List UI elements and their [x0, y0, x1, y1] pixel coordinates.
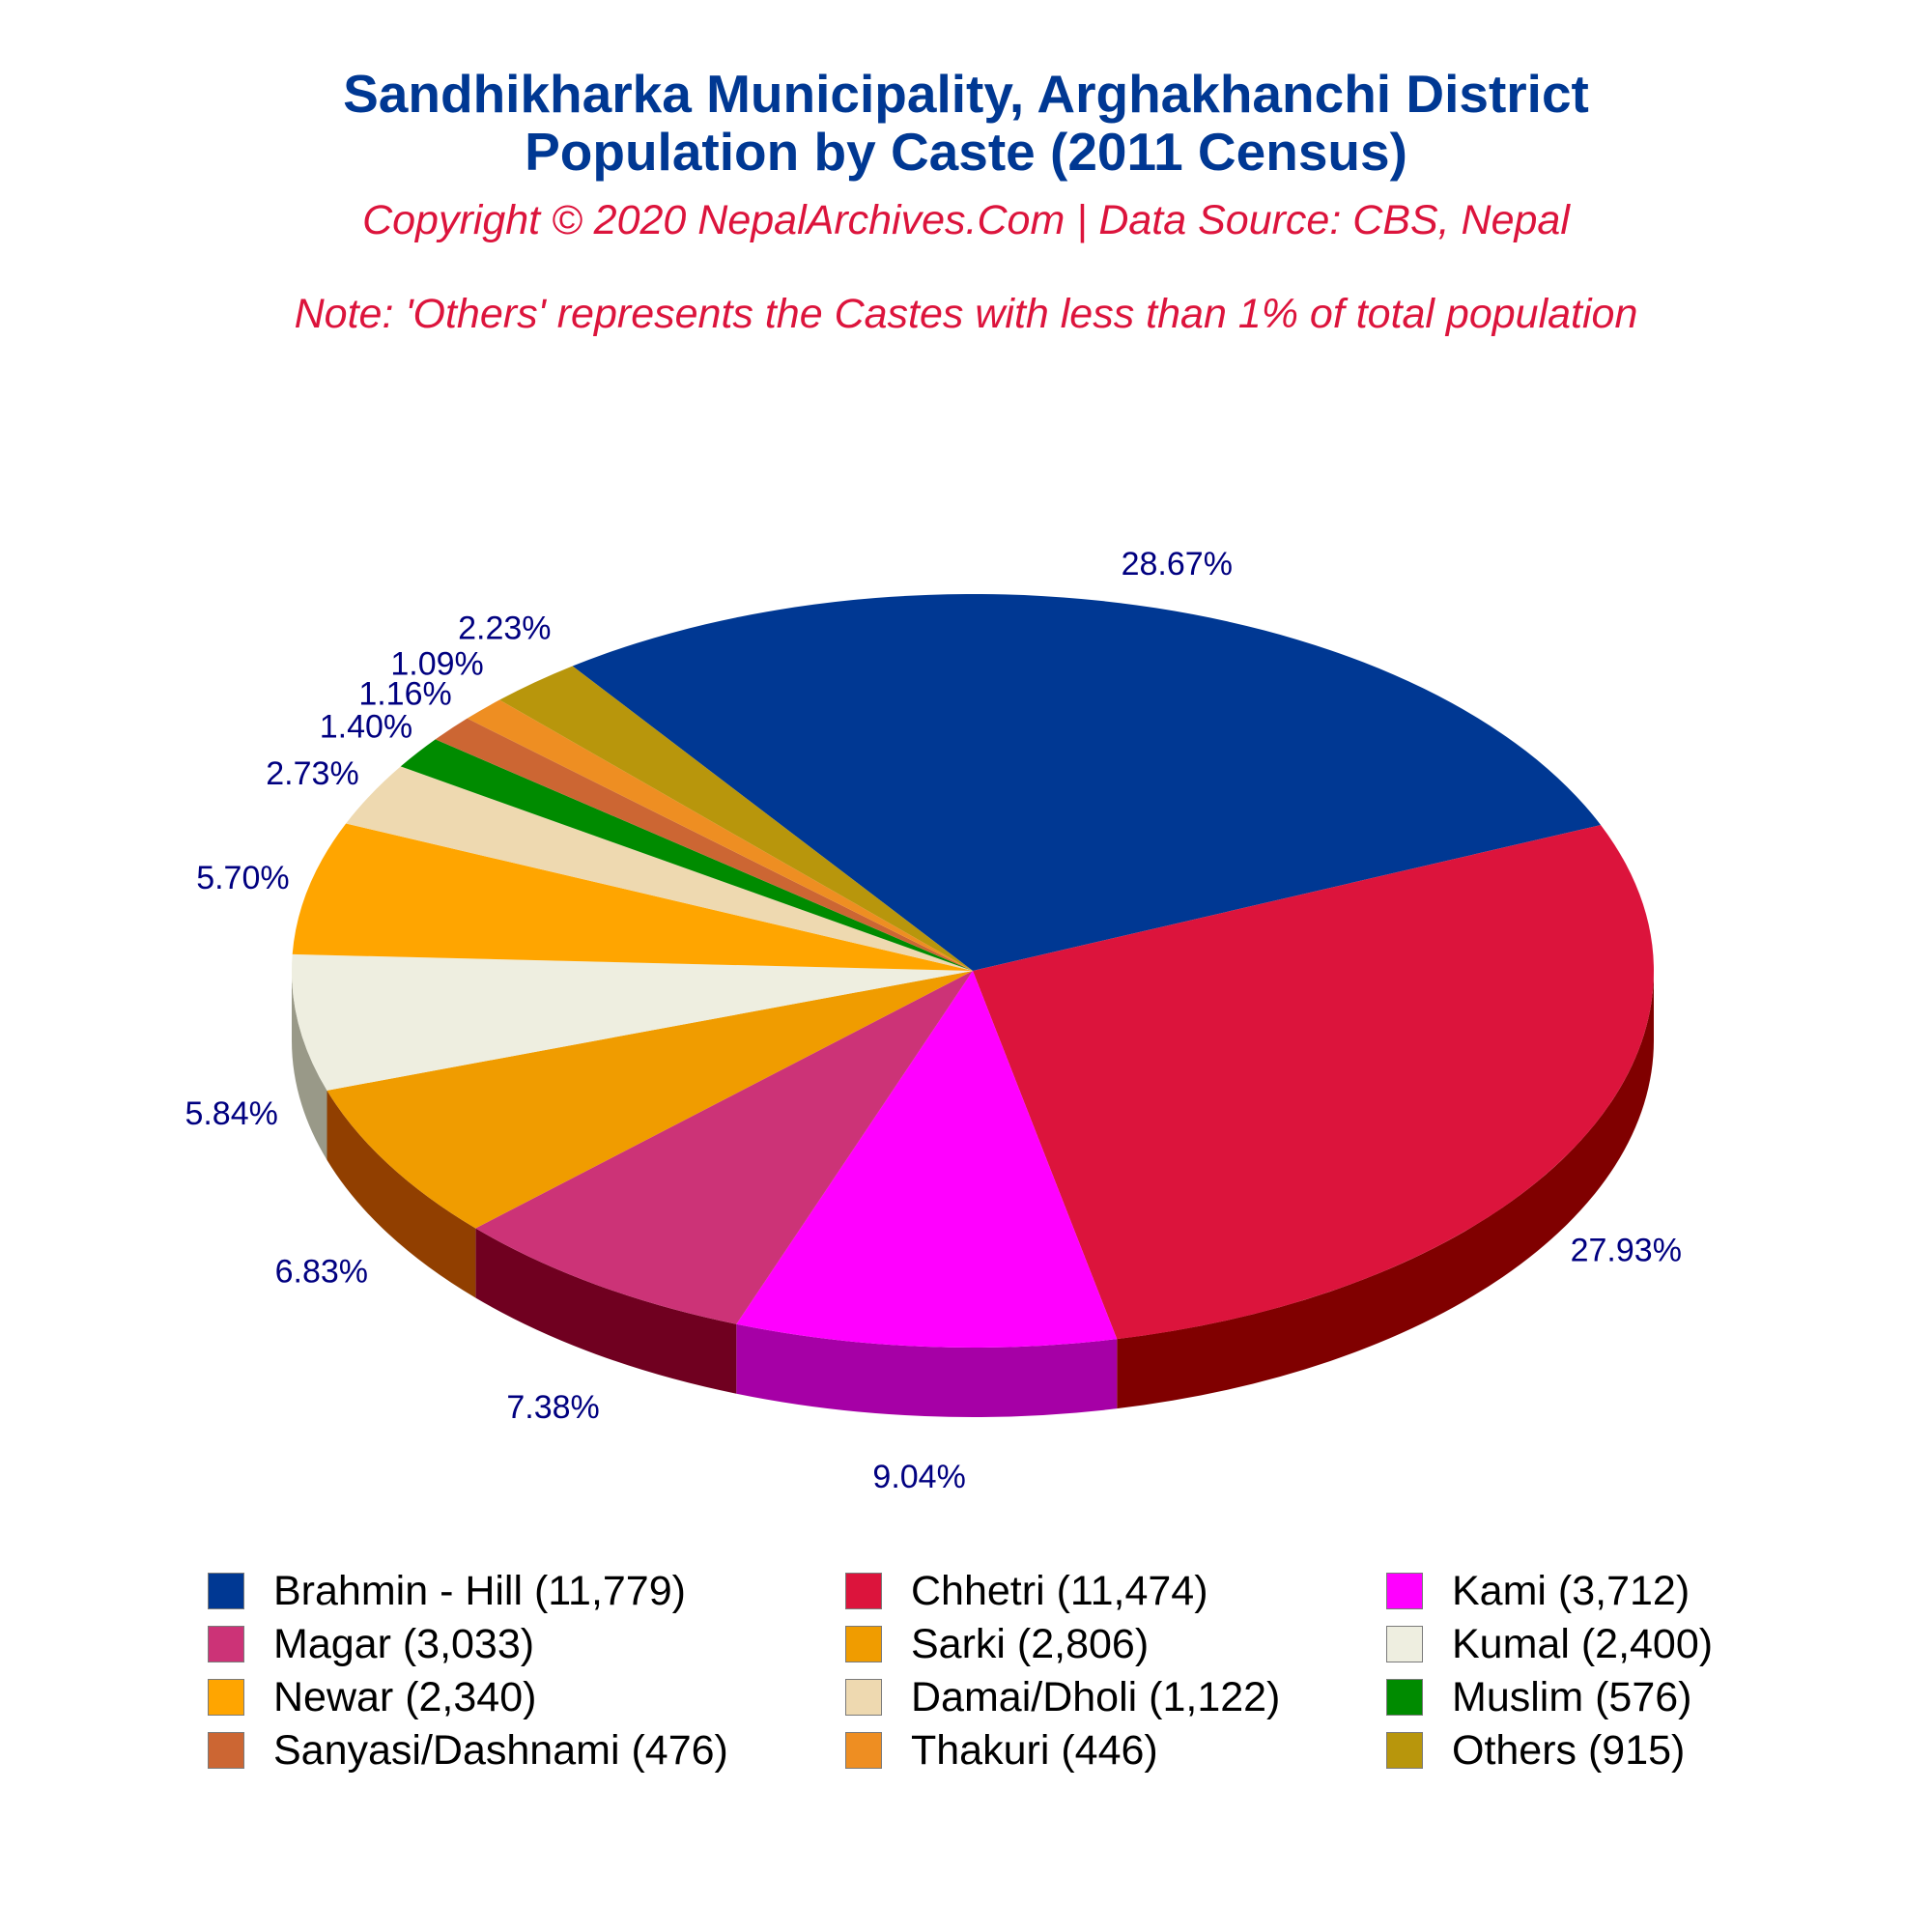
legend-swatch-sarki	[845, 1626, 882, 1662]
percent-label-sanyasi-dashnami: 1.16%	[358, 676, 451, 713]
legend-item-thakuri: Thakuri (446)	[845, 1724, 1158, 1776]
percent-label-kumal: 5.84%	[185, 1095, 277, 1132]
legend-item-kami: Kami (3,712)	[1386, 1565, 1690, 1617]
legend-label-magar: Magar (3,033)	[273, 1621, 535, 1667]
percent-label-chhetri: 27.93%	[1571, 1232, 1682, 1268]
legend-label-chhetri: Chhetri (11,474)	[911, 1568, 1208, 1614]
percent-label-kami: 9.04%	[872, 1459, 965, 1495]
legend-swatch-chhetri	[845, 1573, 882, 1609]
chart-title-line-1: Sandhikharka Municipality, Arghakhanchi …	[343, 64, 1589, 124]
legend-label-muslim: Muslim (576)	[1452, 1674, 1692, 1720]
legend-swatch-magar	[208, 1626, 244, 1662]
legend-label-newar: Newar (2,340)	[273, 1674, 537, 1720]
legend-swatch-damai-dholi	[845, 1679, 882, 1716]
legend-label-sarki: Sarki (2,806)	[911, 1621, 1150, 1667]
pie-slice-newar	[292, 823, 973, 971]
pie-sides	[292, 971, 1655, 1418]
pie-slice-sarki	[327, 971, 974, 1229]
pie-percent-labels: 28.67% 27.93% 9.04% 7.38% 6.83% 5.84% 5.70% 2.7…	[185, 546, 1682, 1495]
legend-item-sanyasi-dashnami: Sanyasi/Dashnami (476)	[208, 1724, 728, 1776]
pie-slice-thakuri	[467, 699, 973, 971]
pie-slice-others	[499, 666, 973, 971]
legend-label-kami: Kami (3,712)	[1452, 1568, 1690, 1614]
pie-side-sarki	[327, 1090, 476, 1298]
percent-label-others: 2.23%	[458, 611, 551, 647]
pie-side-kumal	[292, 971, 327, 1160]
legend-swatch-brahmin-hill	[208, 1573, 244, 1609]
legend-label-sanyasi-dashnami: Sanyasi/Dashnami (476)	[273, 1727, 728, 1774]
pie-slice-magar	[475, 971, 973, 1324]
legend-swatch-kami	[1386, 1573, 1423, 1609]
pie-slice-sanyasi-dashnami	[435, 718, 973, 971]
pie-slices	[292, 594, 1654, 1348]
legend-label-others: Others (915)	[1452, 1727, 1686, 1774]
legend-swatch-thakuri	[845, 1732, 882, 1769]
legend-item-muslim: Muslim (576)	[1386, 1671, 1692, 1723]
legend-swatch-kumal	[1386, 1626, 1423, 1662]
legend-item-sarki: Sarki (2,806)	[845, 1618, 1149, 1670]
legend-item-others: Others (915)	[1386, 1724, 1685, 1776]
percent-label-muslim: 1.40%	[320, 708, 412, 745]
legend-item-magar: Magar (3,033)	[208, 1618, 534, 1670]
legend-item-newar: Newar (2,340)	[208, 1671, 536, 1723]
legend-swatch-others	[1386, 1732, 1423, 1769]
percent-label-damai-dholi: 2.73%	[266, 755, 358, 792]
legend-item-kumal: Kumal (2,400)	[1386, 1618, 1713, 1670]
chart-subtitle: Copyright © 2020 NepalArchives.Com | Dat…	[362, 197, 1570, 243]
percent-label-magar: 7.38%	[506, 1389, 599, 1426]
percent-label-newar: 5.70%	[196, 860, 289, 896]
legend-label-kumal: Kumal (2,400)	[1452, 1621, 1714, 1667]
pie-slice-kumal	[292, 953, 973, 1091]
legend-item-chhetri: Chhetri (11,474)	[845, 1565, 1208, 1617]
pie-side-kami	[736, 1323, 1118, 1418]
pie-slice-muslim	[400, 739, 973, 971]
legend-item-brahmin-hill: Brahmin - Hill (11,779)	[208, 1565, 686, 1617]
percent-label-thakuri: 1.09%	[390, 646, 483, 683]
pie-slice-chhetri	[973, 825, 1654, 1340]
legend-swatch-muslim	[1386, 1679, 1423, 1716]
pie-side-chhetri	[1117, 971, 1655, 1409]
legend-label-brahmin-hill: Brahmin - Hill (11,779)	[273, 1568, 686, 1614]
percent-label-brahmin-hill: 28.67%	[1122, 546, 1233, 582]
pie-slice-damai-dholi	[346, 766, 973, 971]
pie-slice-brahmin-hill	[572, 594, 1602, 971]
percent-label-sarki: 6.83%	[275, 1253, 368, 1290]
legend-label-damai-dholi: Damai/Dholi (1,122)	[911, 1674, 1281, 1720]
chart-note: Note: 'Others' represents the Castes wit…	[294, 291, 1638, 337]
legend-item-damai-dholi: Damai/Dholi (1,122)	[845, 1671, 1280, 1723]
legend-swatch-sanyasi-dashnami	[208, 1732, 244, 1769]
pie-side-magar	[475, 1228, 737, 1394]
pie-slice-kami	[736, 971, 1118, 1348]
legend-label-thakuri: Thakuri (446)	[911, 1727, 1158, 1774]
legend-swatch-newar	[208, 1679, 244, 1716]
chart-title-line-2: Population by Caste (2011 Census)	[525, 122, 1407, 182]
